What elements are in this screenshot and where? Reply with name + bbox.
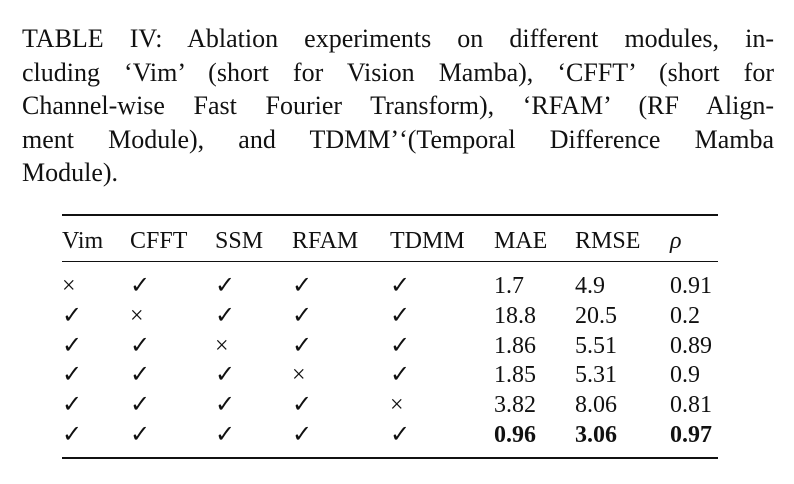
- table-cell: 1.85: [494, 362, 536, 389]
- table-cell: 0.9: [670, 362, 700, 389]
- table-cell: 0.89: [670, 332, 712, 359]
- table-cell: ✓: [390, 273, 411, 299]
- table-cell: ✓: [130, 362, 151, 389]
- table-cell: ✓: [62, 332, 83, 359]
- table-cell: 8.06: [575, 392, 617, 419]
- table-cell: 1.86: [494, 332, 536, 359]
- table-cell: 4.9: [575, 273, 605, 299]
- header-cell: MAE: [494, 228, 548, 254]
- table-cell: 0.91: [670, 273, 712, 299]
- caption-line: Module).: [22, 158, 119, 187]
- table-cell: 3.82: [494, 392, 536, 419]
- table-cell: ×: [292, 362, 306, 389]
- table-cell: ✓: [130, 422, 151, 448]
- table-cell: ✓: [62, 392, 83, 419]
- bottom-rule: [62, 457, 718, 459]
- table-cell: ✓: [62, 422, 83, 448]
- header-cell: RFAM: [292, 228, 359, 254]
- caption-line: cluding ‘Vim’ (short for Vision Mamba), …: [22, 57, 774, 87]
- mid-rule: [62, 261, 718, 262]
- table-cell: 0.2: [670, 302, 700, 329]
- table-cell: 5.51: [575, 332, 617, 359]
- table-cell: ✓: [292, 392, 313, 419]
- table-cell: ✓: [215, 302, 236, 329]
- header-cell: TDMM: [390, 228, 465, 254]
- table-cell: ✓: [390, 302, 411, 329]
- header-cell: Vim: [62, 228, 104, 254]
- table-cell: ✓: [390, 422, 411, 448]
- table-cell: ×: [390, 392, 404, 419]
- table-cell: ✓: [130, 392, 151, 419]
- header-cell: ρ: [670, 228, 682, 254]
- table-cell: ✓: [390, 332, 411, 359]
- table-cell: 0.81: [670, 392, 712, 419]
- table-cell: ×: [215, 332, 229, 359]
- table-cell: 0.97: [670, 422, 712, 448]
- table-cell: ×: [130, 302, 144, 329]
- table-cell: ✓: [292, 273, 313, 299]
- table-cell: 5.31: [575, 362, 617, 389]
- caption-line: ment Module), and TDMM’‘(Temporal Differ…: [22, 124, 774, 154]
- table-cell: 20.5: [575, 302, 617, 329]
- table-cell: 3.06: [575, 422, 617, 448]
- table-cell: ✓: [292, 302, 313, 329]
- table-cell: ✓: [292, 332, 313, 359]
- table-cell: ✓: [130, 332, 151, 359]
- header-cell: SSM: [215, 228, 264, 254]
- table-cell: ✓: [390, 362, 411, 389]
- header-cell: CFFT: [130, 228, 188, 254]
- table-cell: ✓: [215, 362, 236, 389]
- table-cell: ×: [62, 273, 76, 299]
- table-cell: 0.96: [494, 422, 536, 448]
- table-cell: ✓: [215, 392, 236, 419]
- caption-line: Channel-wise Fast Fourier Transform), ‘R…: [22, 91, 774, 120]
- header-cell: RMSE: [575, 228, 641, 254]
- table-cell: ✓: [62, 302, 83, 329]
- table-cell: ✓: [215, 422, 236, 448]
- table-cell: ✓: [292, 422, 313, 448]
- table-cell: 18.8: [494, 302, 536, 329]
- top-rule: [62, 214, 718, 216]
- table-cell: ✓: [130, 273, 151, 299]
- table-cell: 1.7: [494, 273, 524, 299]
- table-cell: ✓: [62, 362, 83, 389]
- table-cell: ✓: [215, 273, 236, 299]
- caption-line: TABLE IV: Ablation experiments on differ…: [22, 24, 774, 53]
